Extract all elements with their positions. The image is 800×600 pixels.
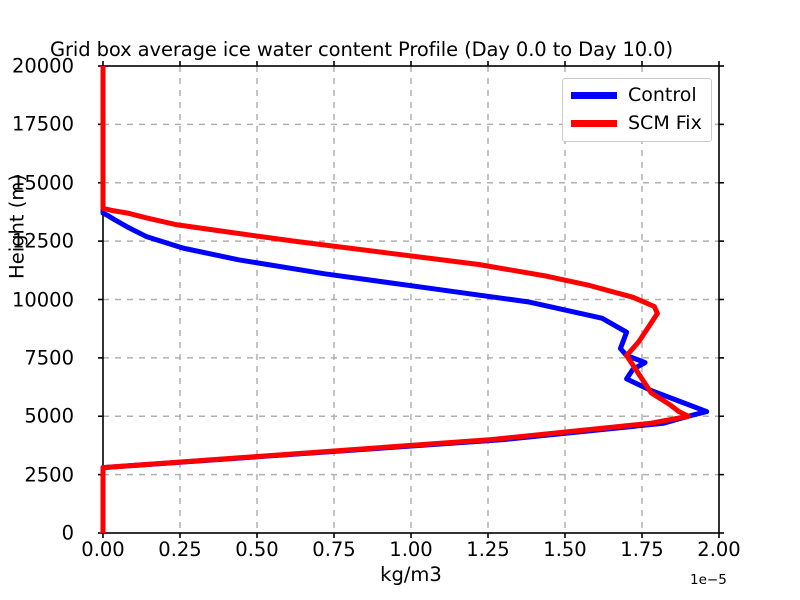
legend-entry-control: Control: [571, 83, 697, 107]
series-line-control: [100, 66, 710, 533]
x-tick-label: 1.00: [389, 538, 433, 561]
x-tick-label: 1.75: [620, 538, 664, 561]
legend-entry-scm-fix: SCM Fix: [571, 111, 702, 135]
x-tick-label: 0.75: [312, 538, 356, 561]
y-tick-label: 5000: [24, 404, 74, 428]
y-axis-label: Height (m): [5, 174, 29, 279]
x-axis-offset-text: 1e−5: [690, 572, 727, 588]
axes-frame: [102, 65, 720, 534]
legend-swatch-control: [571, 91, 617, 99]
y-tick-label: 15000: [11, 171, 74, 195]
gridlines: [103, 66, 719, 533]
chart-title: Grid box average ice water content Profi…: [50, 38, 673, 61]
legend-label-control: Control: [628, 83, 697, 106]
y-tick-label: 20000: [11, 54, 74, 78]
y-tick-label: 2500: [24, 463, 74, 487]
legend-swatch-scm-fix: [571, 119, 617, 127]
series-line-scm-fix: [100, 66, 691, 533]
x-tick-label: 0.25: [158, 538, 202, 561]
legend-label-scm-fix: SCM Fix: [628, 111, 702, 134]
y-tick-label: 10000: [11, 288, 74, 311]
x-tick-label: 1.50: [543, 538, 587, 561]
x-tick-label: 0.00: [81, 538, 125, 561]
x-tick-label: 1.25: [466, 538, 510, 561]
y-tick-label: 7500: [24, 346, 74, 370]
x-tick-label: 2.00: [697, 538, 741, 561]
data-series-group: [100, 66, 710, 533]
x-axis-label: kg/m3: [380, 563, 442, 586]
x-tick-label: 0.50: [235, 538, 279, 561]
y-tick-label: 12500: [11, 229, 74, 253]
y-tick-label: 17500: [11, 112, 74, 136]
legend: Control SCM Fix: [562, 78, 712, 142]
y-tick-label: 0: [61, 521, 74, 545]
